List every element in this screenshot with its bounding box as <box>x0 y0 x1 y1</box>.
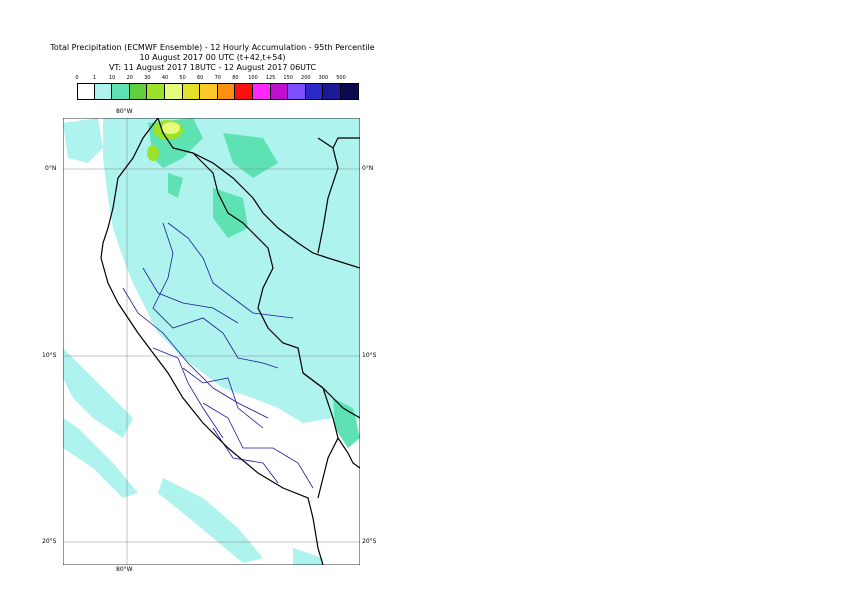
legend-swatch <box>305 83 324 100</box>
light-rain-area <box>63 118 360 565</box>
legend-swatch <box>165 83 183 100</box>
legend-tick-label: 70 <box>214 75 221 81</box>
legend-tick-label: 200 <box>301 75 311 81</box>
legend-tick-label: 0 <box>75 75 79 81</box>
lat-label-10s-right: 10°S <box>362 352 377 359</box>
legend-swatch <box>288 83 306 100</box>
legend-swatch <box>147 83 165 100</box>
legend-tick-label: 10 <box>109 75 116 81</box>
lat-label-0n-left: 0°N <box>45 165 57 172</box>
graticule <box>63 118 360 565</box>
legend-swatch <box>270 83 289 100</box>
legend-tick-label: 100 <box>248 75 258 81</box>
legend-tick-label: 40 <box>161 75 169 81</box>
legend-tick-label: 300 <box>318 75 329 81</box>
admin-borders <box>122 222 314 489</box>
legend-tick-label: 80 <box>232 75 239 81</box>
legend-swatch <box>77 83 95 100</box>
legend-tick-labels: 0 1 10 20 30 40 50 60 70 80 100 125 150 200 300 500 <box>75 75 357 83</box>
legend-swatch <box>200 83 218 100</box>
title-line-3: VT: 11 August 2017 18UTC - 12 August 201… <box>108 63 317 72</box>
legend-tick-label: 30 <box>144 75 151 81</box>
legend-tick-label: 50 <box>179 75 186 81</box>
lat-label-20s-left: 20°S <box>42 538 57 545</box>
legend-swatch <box>129 83 148 100</box>
title-line-2: 10 August 2017 00 UTC (t+42,t+54) <box>139 53 286 62</box>
legend-swatch <box>182 83 201 100</box>
legend-swatch <box>323 83 341 100</box>
legend-tick-label: 20 <box>126 75 133 81</box>
title-line-1: Total Precipitation (ECMWF Ensemble) - 1… <box>50 43 375 52</box>
legend-swatch <box>112 83 130 100</box>
legend-tick-label: 1 <box>93 75 97 81</box>
legend-tick-label: 500 <box>336 75 346 81</box>
lat-label-20s-right: 20°S <box>362 538 377 545</box>
legend-swatch <box>341 83 359 100</box>
lat-label-0n-right: 0°N <box>362 165 374 172</box>
legend-swatch <box>94 83 113 100</box>
legend-swatch <box>235 83 253 100</box>
precipitation-map <box>62 117 361 566</box>
lon-label-top: 80°W <box>116 108 133 115</box>
lon-label-bottom: 80°W <box>116 566 133 573</box>
legend-tick-label: 60 <box>197 75 204 81</box>
legend-swatch <box>253 83 271 100</box>
legend-tick-label: 150 <box>283 75 293 81</box>
coastline-borders <box>100 117 361 566</box>
legend-swatch <box>217 83 236 100</box>
lat-label-10s-left: 10°S <box>42 352 57 359</box>
legend-tick-label: 125 <box>265 75 276 81</box>
